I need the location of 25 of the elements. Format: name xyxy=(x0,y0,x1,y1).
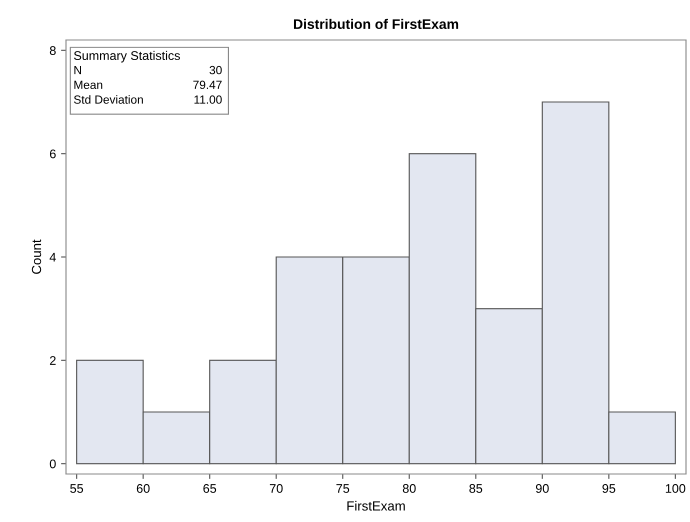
y-axis-title: Count xyxy=(32,239,42,274)
y-tick-label: 2 xyxy=(50,356,56,365)
annotation: Std Deviation xyxy=(74,95,143,104)
annotation: N xyxy=(74,66,82,74)
annotation: 30 xyxy=(210,66,222,74)
x-tick-label: 75 xyxy=(336,484,350,493)
y-tick-label: 6 xyxy=(50,149,56,158)
chart-title: Distribution of FirstExam xyxy=(294,18,458,30)
x-tick-label: 90 xyxy=(536,484,549,493)
x-tick-label: 80 xyxy=(402,484,416,493)
y-tick-label: 0 xyxy=(50,459,56,468)
annotation: Summary Statistics xyxy=(74,50,180,62)
x-tick-label: 55 xyxy=(70,484,84,493)
y-tick-label: 8 xyxy=(50,46,56,55)
x-tick-label: 100 xyxy=(666,484,686,493)
annotation: Mean xyxy=(74,80,102,90)
y-tick-label: 4 xyxy=(50,252,56,262)
x-tick-label: 85 xyxy=(469,484,482,493)
x-tick-label: 65 xyxy=(203,484,216,493)
x-axis-title: FirstExam xyxy=(347,500,405,511)
annotation: 79.47 xyxy=(193,80,222,90)
x-tick-label: 70 xyxy=(270,484,283,493)
x-tick-label: 95 xyxy=(602,484,616,493)
annotation: 11.00 xyxy=(194,95,222,104)
x-tick-label: 60 xyxy=(136,484,150,493)
